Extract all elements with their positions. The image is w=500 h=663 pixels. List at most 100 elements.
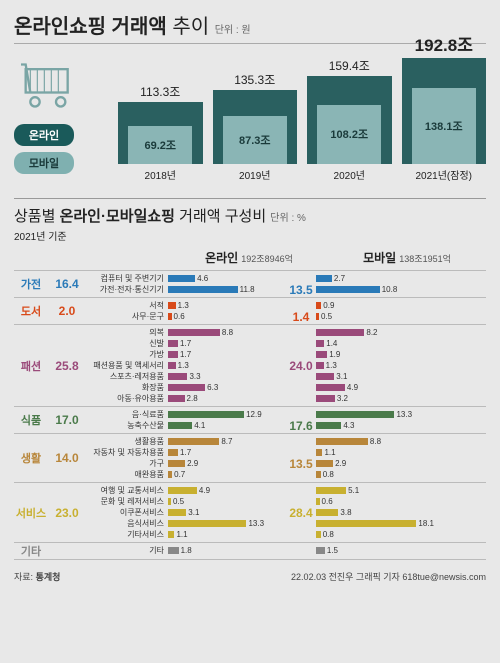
bar-online <box>168 547 179 554</box>
bar-mobile <box>316 373 334 380</box>
table-row: 패션용품 및 액세서리 1.3 24.0 1.3 <box>86 360 486 371</box>
bar-mobile <box>316 471 321 478</box>
bar-online <box>168 438 219 445</box>
bar-total: 108.2조 <box>307 76 392 164</box>
category-row: 패션 25.8 의복 8.8 8.2 신발 1.7 1.4 가방 1.7 1.9… <box>14 324 486 406</box>
category-row: 기타 기타 1.8 1.5 <box>14 542 486 560</box>
category-label: 가전 <box>14 271 48 297</box>
table-row: 화장품 6.3 4.9 <box>86 382 486 393</box>
row-name: 스포츠·레저용품 <box>86 371 168 382</box>
bar-mobile: 108.2조 <box>317 105 381 165</box>
table-row: 가구 2.9 13.5 2.9 <box>86 458 486 469</box>
bar-online <box>168 471 172 478</box>
category-table: 가전 16.4 컴퓨터 및 주변기기 4.6 2.7 가전·전자·통신기기 11… <box>14 270 486 560</box>
category-row: 식품 17.0 음·식료품 12.9 13.3 농축수산물 4.1 17.6 4… <box>14 406 486 433</box>
bar-mobile <box>316 531 321 538</box>
bar-x-label: 2018년 <box>145 167 176 182</box>
bar-col: 113.3조 69.2조 2018년 <box>118 83 203 182</box>
category-row: 서비스 23.0 여행 및 교통서비스 4.9 5.1 문화 및 레저서비스 0… <box>14 482 486 542</box>
bar-online <box>168 351 178 358</box>
bar-mobile <box>316 449 322 456</box>
bar-mobile <box>316 520 416 527</box>
bar-online <box>168 498 171 505</box>
table-row: 기타서비스 1.1 0.8 <box>86 529 486 540</box>
mobile-total-inline: 17.6 <box>286 419 316 433</box>
credit: 22.02.03 전진우 그래픽 기자 618tue@newsis.com <box>291 570 486 583</box>
columns-header: 온라인 192조8946억 모바일 138조1951억 <box>14 249 486 266</box>
row-name: 여행 및 교통서비스 <box>86 485 168 496</box>
bar-mobile <box>316 286 380 293</box>
row-name: 가구 <box>86 458 168 469</box>
bar-online <box>168 302 176 309</box>
online-total: 14.0 <box>55 451 78 465</box>
row-name: 애완용품 <box>86 469 168 480</box>
row-name: 이쿠폰서비스 <box>86 507 168 518</box>
mobile-total-inline: 1.4 <box>286 310 316 324</box>
bar-chart: 온라인 모바일 113.3조 69.2조 2018년135.3조 87.3조 2… <box>14 52 486 192</box>
bar-total: 87.3조 <box>213 90 298 164</box>
bar-online <box>168 340 178 347</box>
row-name: 자동차 및 자동차용품 <box>86 447 168 458</box>
row-name: 문화 및 레저서비스 <box>86 496 168 507</box>
bar-mobile: 138.1조 <box>412 88 476 164</box>
online-total: 17.0 <box>55 413 78 427</box>
bar-mobile <box>316 422 341 429</box>
footer: 자료: 통계청 22.02.03 전진우 그래픽 기자 618tue@newsi… <box>14 566 486 583</box>
bar-total-label: 192.8조 <box>415 31 473 56</box>
row-name: 가전·전자·통신기기 <box>86 284 168 295</box>
bar-mobile <box>316 302 321 309</box>
bar-online <box>168 395 185 402</box>
row-name: 기타서비스 <box>86 529 168 540</box>
row-name: 아동·유아용품 <box>86 393 168 404</box>
category-label: 생활 <box>14 434 48 482</box>
category-label: 기타 <box>14 543 48 559</box>
row-name: 기타 <box>86 545 168 556</box>
divider <box>14 198 486 199</box>
bar-mobile <box>316 411 394 418</box>
row-name: 생활용품 <box>86 436 168 447</box>
bar-col: 135.3조 87.3조 2019년 <box>213 71 298 182</box>
row-name: 컴퓨터 및 주변기기 <box>86 273 168 284</box>
row-name: 사무·문구 <box>86 311 168 322</box>
bar-mobile <box>316 275 332 282</box>
title-thin: 추이 <box>167 16 209 38</box>
online-total: 25.8 <box>55 359 78 373</box>
row-name: 신발 <box>86 338 168 349</box>
table-row: 스포츠·레저용품 3.3 3.1 <box>86 371 486 382</box>
sub-title: 상품별 온라인·모바일쇼핑 거래액 구성비 단위 : % <box>14 205 486 226</box>
pill-online: 온라인 <box>14 124 74 146</box>
row-name: 서적 <box>86 300 168 311</box>
bar-x-label: 2020년 <box>334 167 365 182</box>
category-label: 식품 <box>14 407 48 433</box>
bar-mobile <box>316 498 320 505</box>
bar-col: 192.8조 138.1조 2021년(잠정) <box>402 31 487 182</box>
table-row: 아동·유아용품 2.8 3.2 <box>86 393 486 404</box>
bar-online <box>168 275 195 282</box>
table-row: 여행 및 교통서비스 4.9 5.1 <box>86 485 486 496</box>
mobile-total-inline: 13.5 <box>286 283 316 297</box>
bar-x-label: 2021년(잠정) <box>415 167 472 182</box>
bar-mobile <box>316 438 368 445</box>
table-row: 의복 8.8 8.2 <box>86 327 486 338</box>
bar-online <box>168 460 185 467</box>
table-row: 신발 1.7 1.4 <box>86 338 486 349</box>
bar-mobile: 69.2조 <box>128 126 192 164</box>
table-row: 사무·문구 0.6 1.4 0.5 <box>86 311 486 322</box>
title-bold: 온라인쇼핑 거래액 <box>14 16 167 38</box>
bar-mobile <box>316 362 324 369</box>
row-name: 음·식료품 <box>86 409 168 420</box>
bar-total: 69.2조 <box>118 102 203 164</box>
table-row: 기타 1.8 1.5 <box>86 545 486 556</box>
category-row: 생활 14.0 생활용품 8.7 8.8 자동차 및 자동차용품 1.7 1.1… <box>14 433 486 482</box>
bar-total: 138.1조 <box>402 58 487 164</box>
bar-mobile <box>316 313 319 320</box>
bar-mobile <box>316 460 333 467</box>
table-row: 애완용품 0.7 0.8 <box>86 469 486 480</box>
title-unit: 단위 : 원 <box>215 25 251 36</box>
basis-year: 2021년 기준 <box>14 228 486 243</box>
col-mobile-h: 모바일 <box>363 251 396 265</box>
category-label: 패션 <box>14 325 48 406</box>
bar-mobile <box>316 509 338 516</box>
bar-mobile <box>316 351 327 358</box>
online-total: 2.0 <box>59 304 76 318</box>
